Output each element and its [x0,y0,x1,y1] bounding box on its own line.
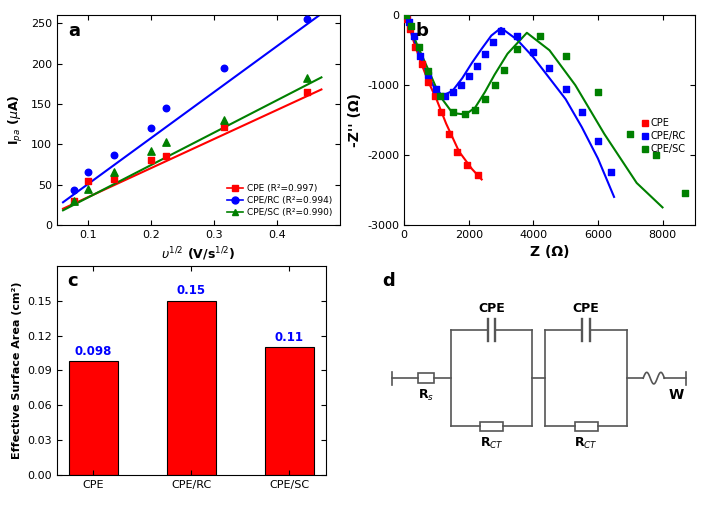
Legend: CPE, CPE/RC, CPE/SC: CPE, CPE/RC, CPE/SC [638,114,690,158]
Point [431,84,442,93]
Point [460,110,471,119]
Point [399,11,411,19]
Point [400,11,411,19]
Point [511,45,523,53]
Point [447,108,458,116]
Text: CPE: CPE [478,303,505,315]
Point [219,116,230,124]
Point [108,151,120,159]
Point [405,21,416,30]
Point [415,52,426,60]
Point [301,88,313,96]
Point [471,61,482,69]
Point [434,91,445,100]
Point [605,168,617,176]
Point [487,38,498,46]
Text: R$_{CT}$: R$_{CT}$ [480,436,503,451]
Point [301,15,313,24]
Point [301,74,313,82]
Point [498,66,510,74]
Point [403,18,415,27]
Point [534,32,545,40]
Point [68,197,79,205]
Point [489,81,501,89]
Point [650,151,661,159]
Point [145,124,157,132]
Text: R$_{CT}$: R$_{CT}$ [574,436,598,451]
Point [400,11,411,19]
Point [435,108,447,116]
Point [527,48,539,56]
Point [444,130,455,138]
Point [469,106,481,114]
Point [410,43,421,51]
X-axis label: Z (Ω): Z (Ω) [530,245,569,259]
Point [439,91,450,100]
Point [429,91,440,100]
Bar [69,361,118,475]
Y-axis label: I$_{pa}$ ($\mu$A): I$_{pa}$ ($\mu$A) [7,95,26,145]
Point [219,64,230,72]
Bar [575,422,598,431]
Point [82,168,94,176]
X-axis label: $\upsilon^{1/2}$ (V/s$^{1/2}$): $\upsilon^{1/2}$ (V/s$^{1/2}$) [161,245,236,263]
Point [462,161,473,170]
Point [473,171,484,179]
Point [496,27,507,35]
Point [423,67,434,75]
Point [160,152,172,160]
Point [160,138,172,146]
Bar [480,422,503,431]
Text: 0.11: 0.11 [275,331,304,344]
Text: b: b [415,21,429,40]
Point [423,71,434,79]
Point [447,88,458,96]
Point [625,130,636,138]
Text: a: a [68,21,80,40]
Point [401,15,413,23]
Point [455,81,467,89]
Y-axis label: Effective Surface Area (cm²): Effective Surface Area (cm²) [11,282,21,459]
Text: CPE: CPE [573,303,600,315]
Point [82,176,94,184]
Point [108,168,120,176]
Point [560,52,571,60]
Bar [265,347,314,475]
Point [404,25,415,33]
Point [544,64,555,72]
Point [592,137,603,145]
Bar [167,300,216,475]
Text: 0.15: 0.15 [177,284,206,297]
Point [679,189,691,197]
Point [145,156,157,165]
Point [511,32,523,40]
Point [160,104,172,112]
Text: d: d [382,272,395,290]
Text: W: W [668,388,683,402]
Point [68,197,79,205]
Point [408,32,420,40]
Legend: CPE (R²=0.997), CPE/RC (R²=0.994), CPE/SC (R²=0.990): CPE (R²=0.997), CPE/RC (R²=0.994), CPE/S… [223,181,336,220]
Point [423,78,434,86]
Point [416,60,428,68]
Point [560,84,571,93]
Text: 0.098: 0.098 [74,345,112,358]
Text: R$_s$: R$_s$ [418,388,435,403]
Y-axis label: -Z'' (Ω): -Z'' (Ω) [347,93,362,147]
Point [452,147,463,155]
Point [479,50,491,58]
Point [592,88,603,96]
Point [576,108,588,116]
Point [463,72,474,80]
Bar [418,374,435,383]
Point [145,147,157,155]
Point [68,186,79,194]
Point [413,43,424,51]
Point [219,123,230,131]
Point [479,95,491,103]
Point [108,175,120,183]
Text: c: c [67,272,78,290]
Point [82,185,94,194]
